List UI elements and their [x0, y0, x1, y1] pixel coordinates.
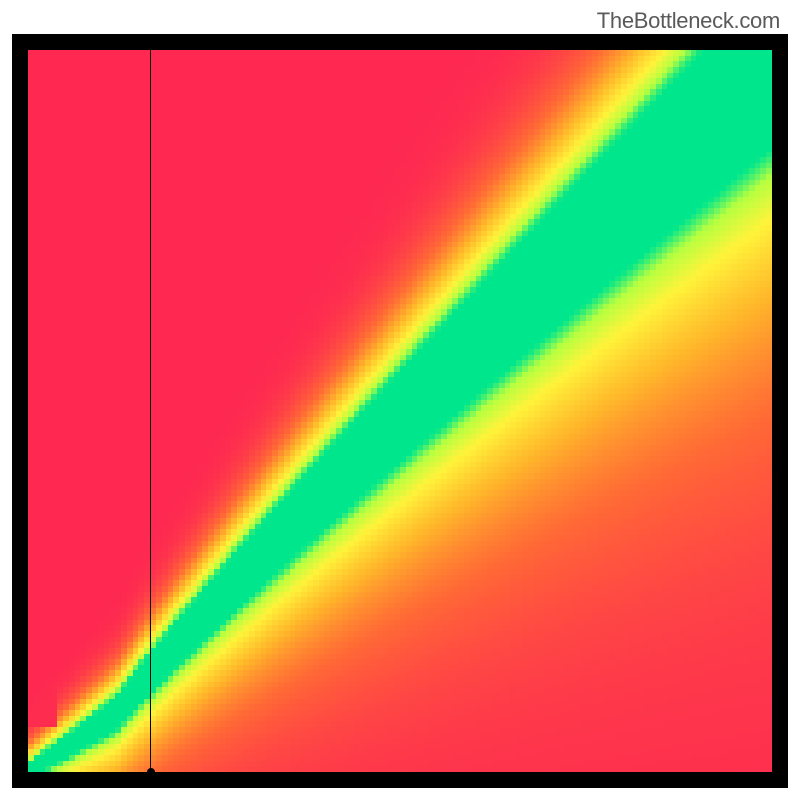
watermark-text: TheBottleneck.com: [597, 8, 780, 34]
marker-point: [147, 768, 155, 776]
bottleneck-heatmap: [28, 50, 772, 772]
crosshair-horizontal: [28, 772, 772, 773]
crosshair-vertical: [150, 50, 151, 772]
